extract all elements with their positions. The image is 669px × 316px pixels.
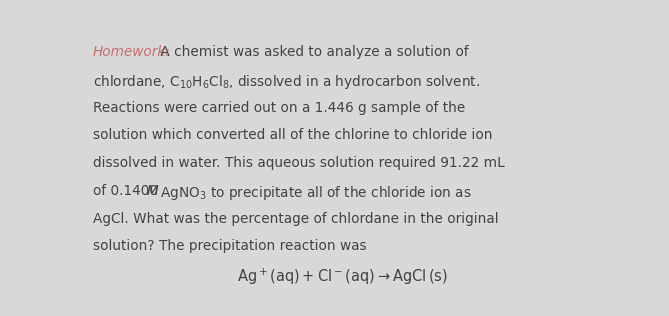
Text: AgCl. What was the percentage of chlordane in the original: AgCl. What was the percentage of chlorda…: [93, 212, 498, 226]
Text: $\mathregular{Ag^+(aq)  +  Cl^-(aq) \rightarrow  AgCl\,(s)}$: $\mathregular{Ag^+(aq) + Cl^-(aq) \right…: [237, 267, 448, 288]
Text: Reactions were carried out on a 1.446 g sample of the: Reactions were carried out on a 1.446 g …: [93, 101, 465, 115]
Text: solution which converted all of the chlorine to chloride ion: solution which converted all of the chlo…: [93, 128, 492, 143]
Text: A chemist was asked to analyze a solution of: A chemist was asked to analyze a solutio…: [156, 45, 468, 59]
Text: $\mathregular{AgNO_3}$ to precipitate all of the chloride ion as: $\mathregular{AgNO_3}$ to precipitate al…: [156, 184, 472, 202]
Text: Homework:: Homework:: [93, 45, 171, 59]
Text: chlordane, $\mathregular{C_{10}H_6Cl_8}$, dissolved in a hydrocarbon solvent.: chlordane, $\mathregular{C_{10}H_6Cl_8}$…: [93, 73, 480, 91]
Text: M: M: [147, 184, 159, 198]
Text: dissolved in water. This aqueous solution required 91.22 mL: dissolved in water. This aqueous solutio…: [93, 156, 504, 170]
Text: solution? The precipitation reaction was: solution? The precipitation reaction was: [93, 240, 367, 253]
Text: of 0.1400: of 0.1400: [93, 184, 163, 198]
